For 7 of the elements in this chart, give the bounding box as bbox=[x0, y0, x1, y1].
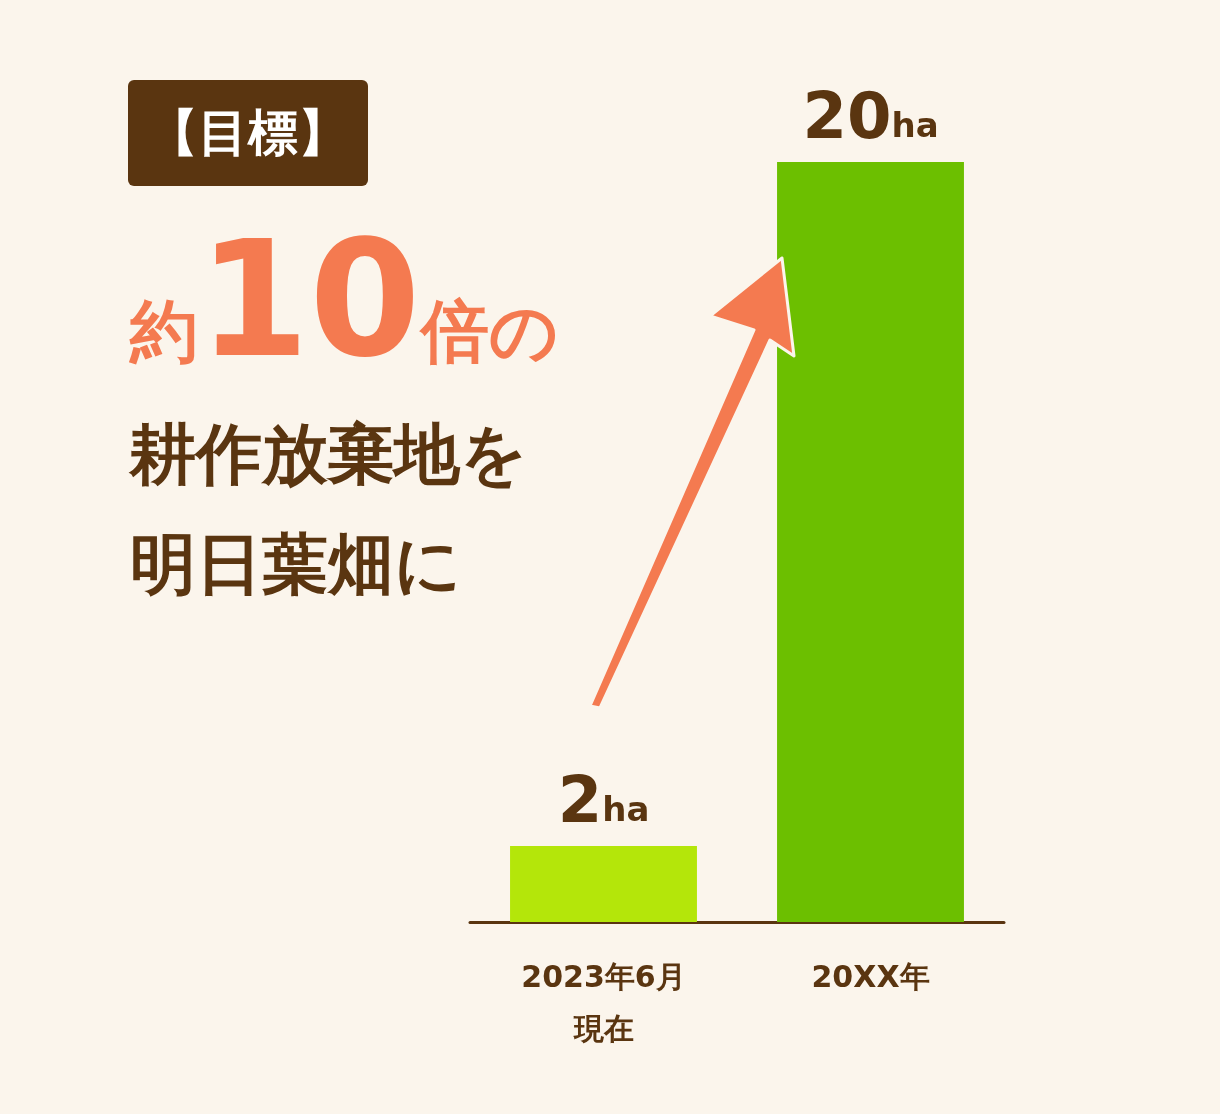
text: 【目標】 bbox=[128, 80, 368, 186]
annotation: 耕作放棄地を bbox=[130, 415, 528, 495]
x-tick-label: 20XX年 bbox=[811, 958, 930, 994]
data-label: 2ha bbox=[557, 763, 650, 837]
data-label: 20ha bbox=[802, 79, 939, 153]
text: 明日葉畑に bbox=[130, 525, 462, 605]
x-tick-label: 2023年6月現在 bbox=[521, 958, 686, 1046]
